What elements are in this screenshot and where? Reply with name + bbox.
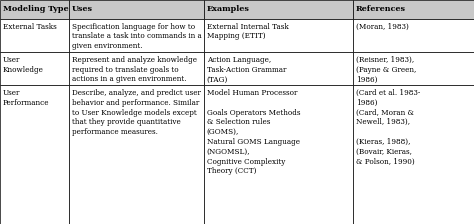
Bar — [0, 19, 69, 52]
Bar — [204, 0, 353, 19]
Bar — [69, 19, 204, 52]
Text: Uses: Uses — [72, 5, 92, 13]
Bar — [69, 52, 204, 85]
Text: External Tasks: External Tasks — [3, 23, 56, 31]
Text: Action Language,
Task-Action Grammar
(TAG): Action Language, Task-Action Grammar (TA… — [207, 56, 286, 83]
Bar — [69, 0, 204, 19]
Bar — [204, 52, 353, 85]
Text: (Moran, 1983): (Moran, 1983) — [356, 23, 409, 31]
Text: Represent and analyze knowledge
required to translate goals to
actions in a give: Represent and analyze knowledge required… — [72, 56, 197, 83]
Text: Describe, analyze, and predict user
behavior and performance. Similar
to User Kn: Describe, analyze, and predict user beha… — [72, 89, 201, 136]
Bar — [0, 52, 69, 85]
Text: Modeling Type: Modeling Type — [3, 5, 68, 13]
Text: Examples: Examples — [207, 5, 249, 13]
Text: References: References — [356, 5, 406, 13]
Text: User
Knowledge: User Knowledge — [3, 56, 44, 73]
Text: External Internal Task
Mapping (ETIT): External Internal Task Mapping (ETIT) — [207, 23, 288, 40]
Bar — [0, 85, 69, 224]
Bar — [353, 0, 474, 19]
Text: (Card et al. 1983-
1986)
(Card, Moran &
Newell, 1983),

(Kieras, 1988),
(Bovair,: (Card et al. 1983- 1986) (Card, Moran & … — [356, 89, 420, 166]
Bar — [69, 85, 204, 224]
Bar — [204, 85, 353, 224]
Bar — [0, 0, 69, 19]
Text: User
Performance: User Performance — [3, 89, 49, 107]
Text: (Reisner, 1983),
(Payne & Green,
1986): (Reisner, 1983), (Payne & Green, 1986) — [356, 56, 416, 83]
Text: Specification language for how to
translate a task into commands in a
given envi: Specification language for how to transl… — [72, 23, 201, 50]
Text: Model Human Processor

Goals Operators Methods
& Selection rules
(GOMS),
Natural: Model Human Processor Goals Operators Me… — [207, 89, 300, 175]
Bar — [204, 19, 353, 52]
Bar — [353, 85, 474, 224]
Bar — [353, 52, 474, 85]
Bar — [353, 19, 474, 52]
